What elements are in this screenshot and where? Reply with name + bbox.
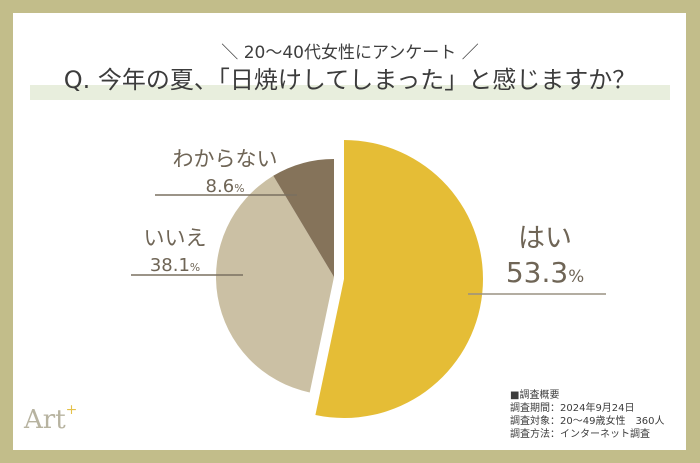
slice-yes <box>315 140 484 418</box>
chart-title: Q. 今年の夏、「日焼けしてしまった」と感じますか？ <box>63 66 637 94</box>
label-unknown: わからない 8.6% <box>160 143 290 197</box>
label-no: いいえ 38.1% <box>125 222 225 276</box>
slice-unknown <box>273 159 334 277</box>
label-no-pct: 38.1% <box>149 255 201 276</box>
label-unknown-pct: 8.6% <box>205 176 245 197</box>
label-yes-name: はい <box>518 223 572 254</box>
summary-target: 調査対象：20〜49歳女性 360人 <box>510 416 665 427</box>
label-no-name: いいえ <box>143 226 207 250</box>
label-yes-pct: 53.3% <box>505 256 585 289</box>
slice-no <box>216 175 334 393</box>
survey-summary: ■調査概要 調査期間：2024年9月24日 調査対象：20〜49歳女性 360人… <box>510 389 665 441</box>
summary-heading: ■調査概要 <box>510 390 560 401</box>
label-yes: はい 53.3% <box>490 222 600 293</box>
label-unknown-name: わからない <box>172 147 278 171</box>
title-highlight <box>30 85 670 100</box>
brand-logo: Art+ <box>24 402 78 435</box>
summary-period: 調査期間：2024年9月24日 <box>510 403 635 414</box>
survey-subtitle: ＼ 20〜40代女性にアンケート ／ <box>221 43 479 63</box>
summary-method: 調査方法：インターネット調査 <box>510 429 650 440</box>
